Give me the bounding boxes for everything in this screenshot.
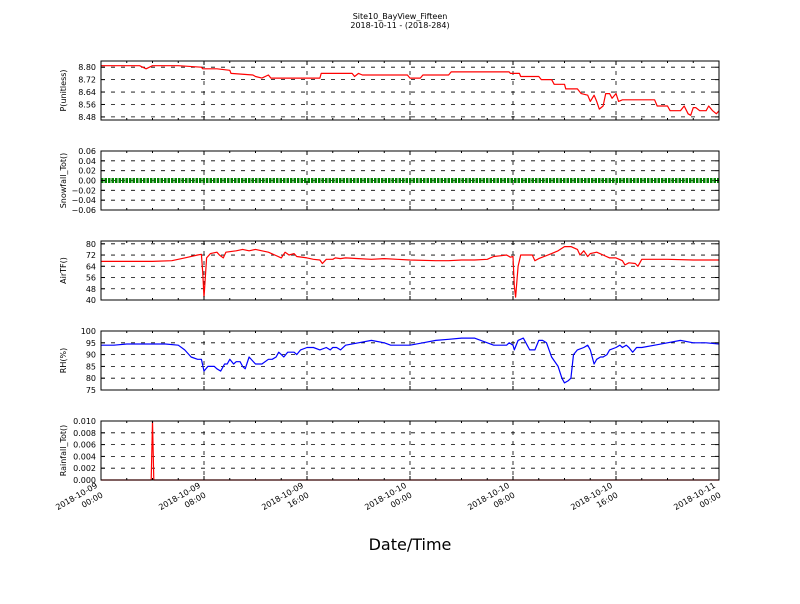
y-tick-label: −0.02 xyxy=(71,186,96,195)
y-tick-label: 0.02 xyxy=(78,167,96,176)
y-tick-label: 75 xyxy=(86,386,96,395)
y-tick-label: 0.002 xyxy=(73,464,96,473)
y-tick-label: 8.48 xyxy=(78,113,96,122)
y-tick-label: 100 xyxy=(81,327,96,336)
panel-2: 80 72 64 56 48 40 AirTF() xyxy=(59,240,720,305)
y-axis-label: RH(%) xyxy=(59,348,68,373)
series-line xyxy=(101,337,720,384)
panel-3: 100 95 90 85 80 75 RH(%) xyxy=(59,327,720,395)
y-tick-label: 8.56 xyxy=(78,100,96,109)
y-tick-label: 40 xyxy=(86,296,96,305)
y-tick-label: 90 xyxy=(86,351,96,360)
y-tick-label: 95 xyxy=(86,339,96,348)
y-axis-label: Snowfall_Tot() xyxy=(59,153,68,209)
y-tick-label: 0.010 xyxy=(73,417,96,426)
y-tick-label: 0.000 xyxy=(73,476,96,485)
y-tick-label: 80 xyxy=(86,374,96,383)
y-axis-label: Rainfall_Tot() xyxy=(59,425,68,477)
y-tick-label: 48 xyxy=(86,285,96,294)
y-tick-label: 8.64 xyxy=(78,88,96,97)
chart-subtitle: 2018-10-11 - (2018-284) xyxy=(350,21,449,30)
panel-4: 0.010 0.008 0.006 0.004 0.002 0.000 Rainfall_T… xyxy=(59,417,720,485)
y-tick-label: 72 xyxy=(86,251,96,260)
y-tick-label: 0.006 xyxy=(73,441,96,450)
y-tick-label: 0.00 xyxy=(78,177,96,186)
y-tick-label: 80 xyxy=(86,240,96,249)
panel-0: 8.80 8.72 8.64 8.56 8.48 P(unitless) xyxy=(59,60,720,122)
series-line xyxy=(101,246,719,298)
y-tick-label: 0.004 xyxy=(73,452,96,461)
panel-1: 0.060.040.020.00−0.02−0.04−0.06Snowfall_… xyxy=(59,147,720,215)
series-line xyxy=(101,65,720,116)
y-tick-label: 64 xyxy=(86,262,96,271)
x-axis-label: Date/Time xyxy=(369,535,452,554)
y-tick-label: 0.04 xyxy=(78,157,96,166)
y-axis-label: P(unitless) xyxy=(59,69,68,111)
chart-title: Site10_BayView_Fifteen xyxy=(353,12,448,21)
y-tick-label: 85 xyxy=(86,362,96,371)
y-tick-label: 8.80 xyxy=(78,63,96,72)
y-tick-label: −0.04 xyxy=(71,196,96,205)
panels-group: 8.808.728.648.568.48P(unitless)0.060.040… xyxy=(59,60,720,485)
y-tick-label: −0.06 xyxy=(71,206,96,215)
y-tick-label: 8.72 xyxy=(78,76,96,85)
y-tick-label: 56 xyxy=(86,274,96,283)
y-axis-label: AirTF() xyxy=(59,257,68,284)
y-tick-label: 0.008 xyxy=(73,429,96,438)
y-tick-label: 0.06 xyxy=(78,147,96,156)
